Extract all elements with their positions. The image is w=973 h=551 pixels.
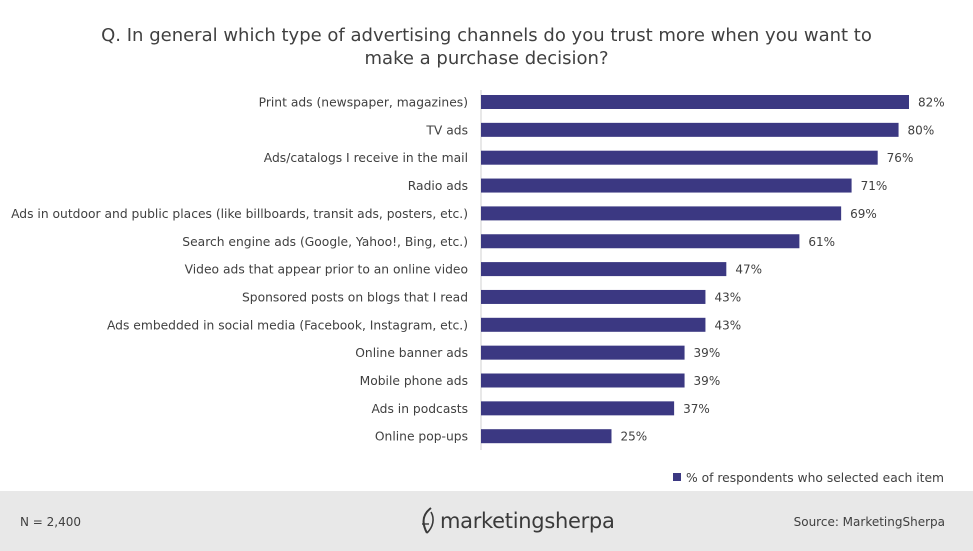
bar xyxy=(481,317,706,332)
category-label: Online pop-ups xyxy=(375,430,468,444)
value-label: 43% xyxy=(714,290,741,304)
bar-chart: Print ads (newspaper, magazines) 82% TV ad… xyxy=(11,90,945,485)
value-label: 37% xyxy=(683,402,710,416)
value-label: 71% xyxy=(861,179,888,193)
category-label: Online banner ads xyxy=(355,346,468,360)
category-label: Mobile phone ads xyxy=(360,374,468,388)
logo-text: marketingsherpa xyxy=(440,509,615,533)
bar xyxy=(481,345,685,360)
bar xyxy=(481,234,800,249)
chart-title-line-2: make a purchase decision? xyxy=(364,48,609,69)
category-label: Ads in podcasts xyxy=(371,402,468,416)
bar xyxy=(481,178,852,193)
logo-text-marketing: marketing xyxy=(440,509,545,533)
source-note: Source: MarketingSherpa xyxy=(793,515,945,529)
value-label: 69% xyxy=(850,207,877,221)
bar xyxy=(481,289,706,304)
value-label: 82% xyxy=(918,96,945,110)
category-label: Search engine ads (Google, Yahoo!, Bing,… xyxy=(182,235,468,249)
category-label: Video ads that appear prior to an online… xyxy=(185,263,468,277)
category-label: Ads/catalogs I receive in the mail xyxy=(264,151,468,165)
value-label: 76% xyxy=(887,151,914,165)
sample-size: N = 2,400 xyxy=(20,515,82,529)
chart-title: Q. In general which type of advertising … xyxy=(0,24,973,70)
legend-swatch xyxy=(673,473,681,481)
value-label: 25% xyxy=(620,430,647,444)
category-label: Ads in outdoor and public places (like b… xyxy=(11,207,468,221)
bar xyxy=(481,122,899,137)
bar xyxy=(481,429,612,444)
value-label: 39% xyxy=(694,374,721,388)
bar xyxy=(481,401,675,416)
bar xyxy=(481,95,909,109)
category-label: Ads embedded in social media (Facebook, … xyxy=(107,318,468,332)
bar xyxy=(481,206,842,221)
value-label: 80% xyxy=(908,123,935,137)
marketingsherpa-logo: marketingsherpa xyxy=(418,506,615,536)
category-label: Radio ads xyxy=(408,179,468,193)
bar xyxy=(481,262,727,277)
bar xyxy=(481,150,878,165)
category-label: Sponsored posts on blogs that I read xyxy=(242,290,468,304)
logo-text-sherpa: sherpa xyxy=(544,509,615,533)
category-label: Print ads (newspaper, magazines) xyxy=(259,96,468,110)
chart-title-line-1: Q. In general which type of advertising … xyxy=(101,25,872,46)
value-label: 61% xyxy=(808,235,835,249)
legend-label: % of respondents who selected each item xyxy=(686,471,944,485)
mountain-logo-icon xyxy=(422,507,434,534)
footer: N = 2,400 marketingsherpa Source: Market… xyxy=(0,491,973,551)
category-label: TV ads xyxy=(425,123,468,137)
value-label: 47% xyxy=(735,263,762,277)
value-label: 39% xyxy=(694,346,721,360)
bar xyxy=(481,373,685,388)
value-label: 43% xyxy=(714,318,741,332)
